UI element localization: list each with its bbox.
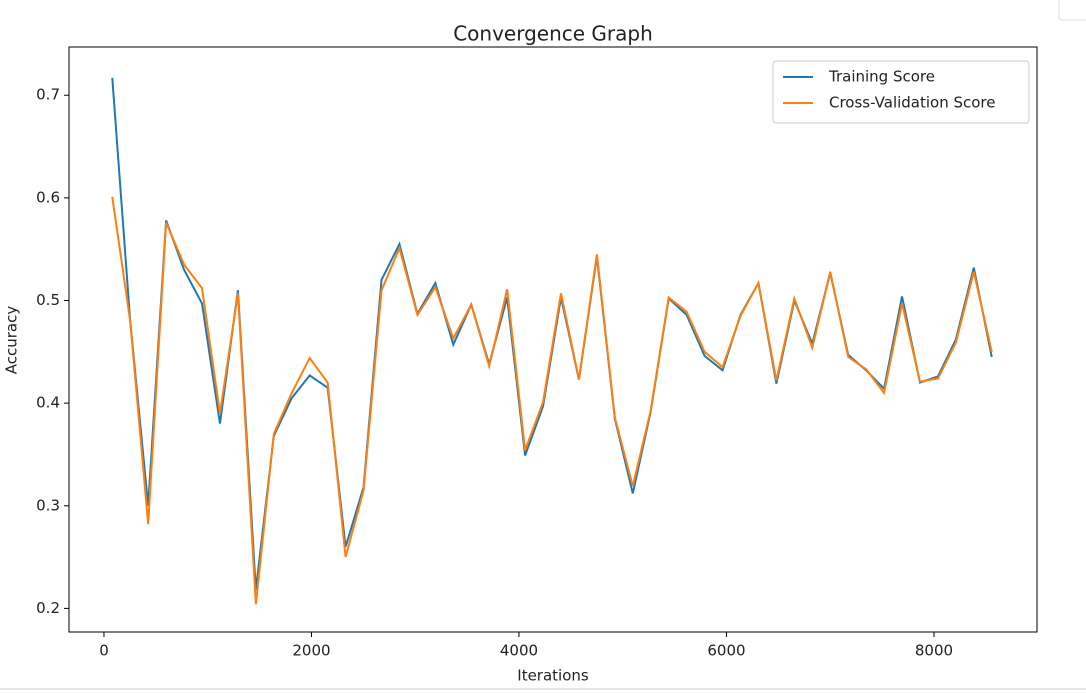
x-tick-label: 6000 [707, 642, 745, 660]
y-tick-label: 0.3 [36, 496, 60, 514]
legend-box [772, 60, 1030, 124]
x-axis-label: Iterations [517, 667, 589, 685]
x-tick-label: 8000 [915, 642, 953, 660]
y-axis-label: Accuracy [3, 306, 21, 375]
legend-label: Cross-Validation Score [829, 94, 996, 112]
series-line [111, 196, 993, 605]
y-tick-label: 0.2 [36, 599, 60, 617]
x-tick-label: 4000 [500, 642, 538, 660]
chart-title: Convergence Graph [453, 22, 653, 46]
y-tick-label: 0.4 [36, 394, 60, 412]
legend-label: Training Score [828, 68, 935, 86]
x-tick-label: 2000 [292, 642, 330, 660]
y-tick-label: 0.5 [36, 291, 60, 309]
series-line [111, 77, 993, 591]
y-tick-label: 0.6 [36, 188, 60, 206]
toolbar-button[interactable] [1058, 0, 1086, 21]
plot-frame [68, 46, 1038, 633]
y-tick-label: 0.7 [36, 86, 60, 104]
x-tick-label: 0 [99, 642, 109, 660]
